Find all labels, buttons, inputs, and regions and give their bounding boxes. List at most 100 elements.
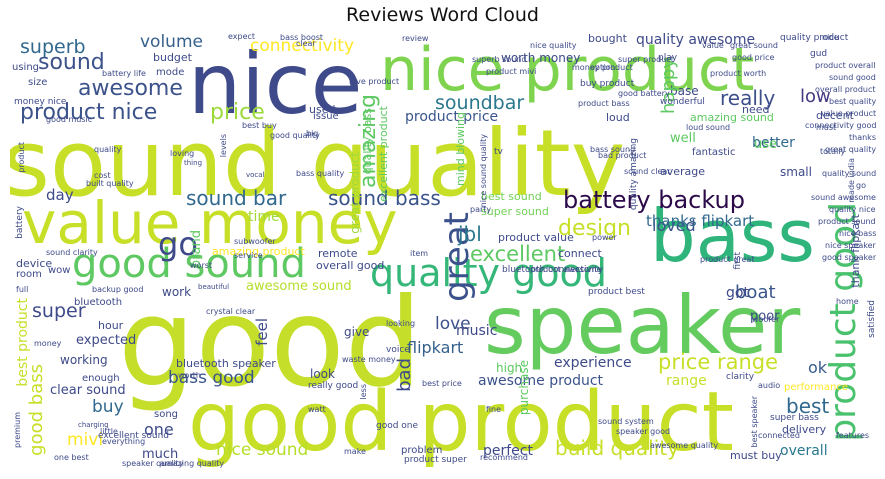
cloud-word-nice-speaker: nice speaker bbox=[825, 241, 876, 250]
cloud-word-sound-bass: sound bass bbox=[328, 186, 441, 210]
cloud-word-price: price bbox=[210, 100, 265, 125]
cloud-word-option: option bbox=[590, 63, 616, 72]
cloud-word-thanks-flipkart: thanks flipkart bbox=[646, 212, 755, 230]
cloud-word-speaker-good: speaker good bbox=[616, 427, 671, 436]
cloud-word-battery: battery bbox=[15, 206, 25, 239]
cloud-word-party: party bbox=[470, 205, 492, 214]
cloud-word-good-price: good price bbox=[732, 53, 775, 62]
cloud-word-speaker: speaker bbox=[484, 279, 801, 372]
cloud-word-bass-sound: bass sound bbox=[590, 145, 636, 154]
cloud-word-good-sound: good sound bbox=[72, 241, 306, 287]
cloud-word-need: need bbox=[742, 103, 770, 116]
cloud-word-best-speaker: best speaker bbox=[750, 396, 759, 448]
cloud-word-good-quality: good quality bbox=[270, 131, 320, 140]
cloud-word-play: play bbox=[658, 53, 678, 63]
cloud-word-best-product: best product bbox=[15, 298, 31, 387]
cloud-word-awesome-product: awesome product bbox=[478, 373, 604, 389]
cloud-word-got: got bbox=[726, 285, 749, 301]
cloud-word-nice-sound-quality: nice sound quality bbox=[479, 134, 488, 208]
cloud-word-excellent-product: excellent product bbox=[377, 106, 390, 202]
cloud-word-quality-product: quality product bbox=[780, 33, 849, 43]
cloud-word-mode: mode bbox=[156, 67, 185, 78]
cloud-word-bass-boost: bass boost bbox=[280, 33, 324, 42]
cloud-word-waste-money: waste money bbox=[342, 355, 396, 364]
cloud-word-work: work bbox=[162, 285, 192, 299]
cloud-word-value: value bbox=[702, 41, 724, 50]
cloud-word-product-overall: product overall bbox=[815, 61, 876, 70]
cloud-word-battery-backup: battery backup bbox=[563, 186, 745, 214]
cloud-word-wow: wow bbox=[48, 265, 71, 276]
cloud-word-superb: superb bbox=[20, 36, 86, 58]
cloud-word-great-quality: great quality bbox=[825, 145, 876, 154]
cloud-word-music: music bbox=[456, 323, 498, 339]
cloud-word-high: high bbox=[496, 361, 523, 375]
cloud-word-connected: connected bbox=[758, 431, 800, 440]
cloud-word-buy: buy bbox=[92, 397, 124, 417]
cloud-word-mind-blowing: mind blowing bbox=[454, 112, 467, 186]
cloud-word-product-bass: product bass bbox=[578, 99, 630, 108]
cloud-word-clear-sound: clear sound bbox=[50, 383, 126, 398]
cloud-word-fantastic: fantastic bbox=[692, 147, 736, 158]
cloud-word-quality-good: quality good bbox=[370, 251, 607, 295]
word-cloud: sound quality good good product nice speaker… bbox=[10, 30, 876, 468]
cloud-word-budget: budget bbox=[153, 51, 192, 64]
cloud-word-sound-awesome: sound awesome bbox=[811, 193, 876, 202]
cloud-word-loved: loved bbox=[652, 216, 696, 235]
cloud-word-connectivity: connectivity bbox=[250, 36, 355, 56]
cloud-word-vocal: vocal bbox=[246, 171, 265, 179]
cloud-word-super-sound: super sound bbox=[481, 205, 549, 218]
cloud-word-nice-sound: nice sound bbox=[216, 440, 309, 460]
cloud-word-loving: loving bbox=[170, 149, 195, 158]
cloud-word-quality-awesome: quality awesome bbox=[636, 32, 756, 48]
cloud-word-product-awesome: product awesome bbox=[530, 265, 602, 274]
cloud-word-sound-quality: sound quality bbox=[10, 110, 626, 217]
cloud-word-sound-clear: sound clear bbox=[624, 167, 671, 176]
cloud-word-good-battery: good battery bbox=[618, 89, 670, 98]
cloud-word-loud-sound: loud sound bbox=[686, 123, 731, 132]
cloud-word-awesome: awesome bbox=[78, 76, 183, 101]
cloud-word-using: using bbox=[12, 62, 40, 73]
cloud-word-satisfied: satisfied bbox=[867, 300, 876, 338]
cloud-word-love-product: love product bbox=[349, 77, 400, 86]
cloud-word-bass-good: bass good bbox=[168, 368, 255, 388]
cloud-word-sound-system: sound system bbox=[598, 417, 654, 426]
cloud-word-quality: quality bbox=[94, 145, 122, 154]
cloud-word-bluetooth-speaker: bluetooth speaker bbox=[176, 357, 276, 370]
cloud-word-loud: loud bbox=[606, 111, 630, 124]
cloud-word-backup-good: backup good bbox=[92, 285, 144, 294]
cloud-word-ok: ok bbox=[808, 358, 828, 377]
cloud-word-average: average bbox=[660, 165, 706, 178]
cloud-word-bluetooth-connectivity: bluetooth connectivity bbox=[502, 265, 604, 275]
cloud-word-amazing-sound: amazing sound bbox=[690, 111, 774, 124]
cloud-word-cost: cost bbox=[94, 171, 111, 180]
cloud-word-product-mivi: product mivi bbox=[486, 67, 537, 76]
cloud-word-expected: expected bbox=[76, 333, 137, 348]
cloud-word-full: full bbox=[16, 285, 29, 294]
cloud-word-power: power bbox=[592, 233, 617, 242]
cloud-word-overall: overall bbox=[780, 443, 828, 459]
cloud-word-great-sound: great sound bbox=[730, 41, 778, 50]
cloud-word-connectivity-good: connectivity good bbox=[805, 121, 876, 130]
cloud-word-levels: levels bbox=[219, 134, 228, 158]
cloud-word-one-best: one best bbox=[54, 453, 89, 462]
cloud-word-small: small bbox=[780, 165, 812, 179]
cloud-word-big: big bbox=[306, 129, 319, 138]
cloud-word-battery-life: battery life bbox=[102, 69, 146, 78]
cloud-word-sound-bar: sound bar bbox=[186, 186, 287, 210]
cloud-word-subwoofer: subwoofer bbox=[234, 237, 276, 246]
cloud-word-woofer: woofer bbox=[752, 315, 780, 324]
cloud-word-purchase: purchase bbox=[517, 360, 531, 416]
cloud-word-item: item bbox=[410, 249, 429, 258]
cloud-word-features: features bbox=[836, 431, 870, 440]
cloud-word-working: working bbox=[60, 353, 108, 367]
cloud-word-superb-sound: superb sound bbox=[472, 55, 527, 64]
cloud-word-product-great: product great bbox=[700, 255, 755, 264]
cloud-word-best: best bbox=[786, 394, 830, 418]
cloud-word-room: room bbox=[16, 269, 42, 280]
chart-title: Reviews Word Cloud bbox=[346, 4, 539, 26]
cloud-word-nice-product: nice product bbox=[380, 35, 755, 105]
cloud-word-experience: experience bbox=[554, 355, 632, 371]
cloud-word-really-good: really good bbox=[308, 381, 359, 391]
cloud-word-bluetooth: bluetooth bbox=[74, 297, 123, 308]
cloud-word-boat: boat bbox=[735, 282, 776, 303]
